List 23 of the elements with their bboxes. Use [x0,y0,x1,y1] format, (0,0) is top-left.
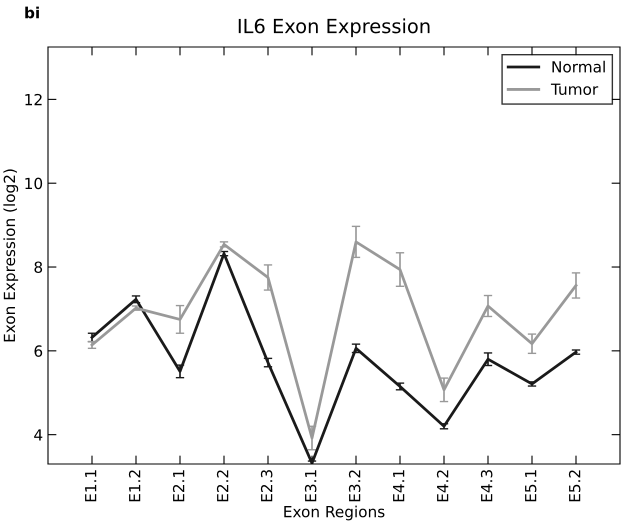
x-axis-title: Exon Regions [284,506,384,520]
y-tick-label: 4 [34,429,42,440]
x-tick-label: E1.2 [128,470,140,502]
text: bi [25,6,39,18]
x-tick-label: E5.2 [568,470,580,502]
y-tick-label: 12 [25,94,42,106]
x-tick-label: E2.3 [260,470,272,502]
x-tick-label: E3.1 [304,470,316,502]
x-tick-label: E4.3 [480,470,492,502]
x-tick-label: E2.1 [172,470,184,502]
y-tick-label: 6 [34,345,42,357]
y-axis-title: Exon Expression (log2) [3,169,18,342]
x-tick-label: E4.2 [436,470,448,502]
x-tick-label: E2.2 [216,470,228,502]
x-tick-label: E5.1 [525,470,536,502]
y-tick-label: 8 [34,261,42,274]
x-tick-label: E1.1 [85,470,96,502]
x-tick-label: E3.2 [348,470,360,502]
y-tick-label: 10 [25,178,42,190]
x-tick-label: E4.1 [393,470,404,502]
legend-label: Tumor [550,84,598,95]
legend-label: Normal [552,60,605,73]
chart-title: IL6 Exon Expression [238,18,430,38]
